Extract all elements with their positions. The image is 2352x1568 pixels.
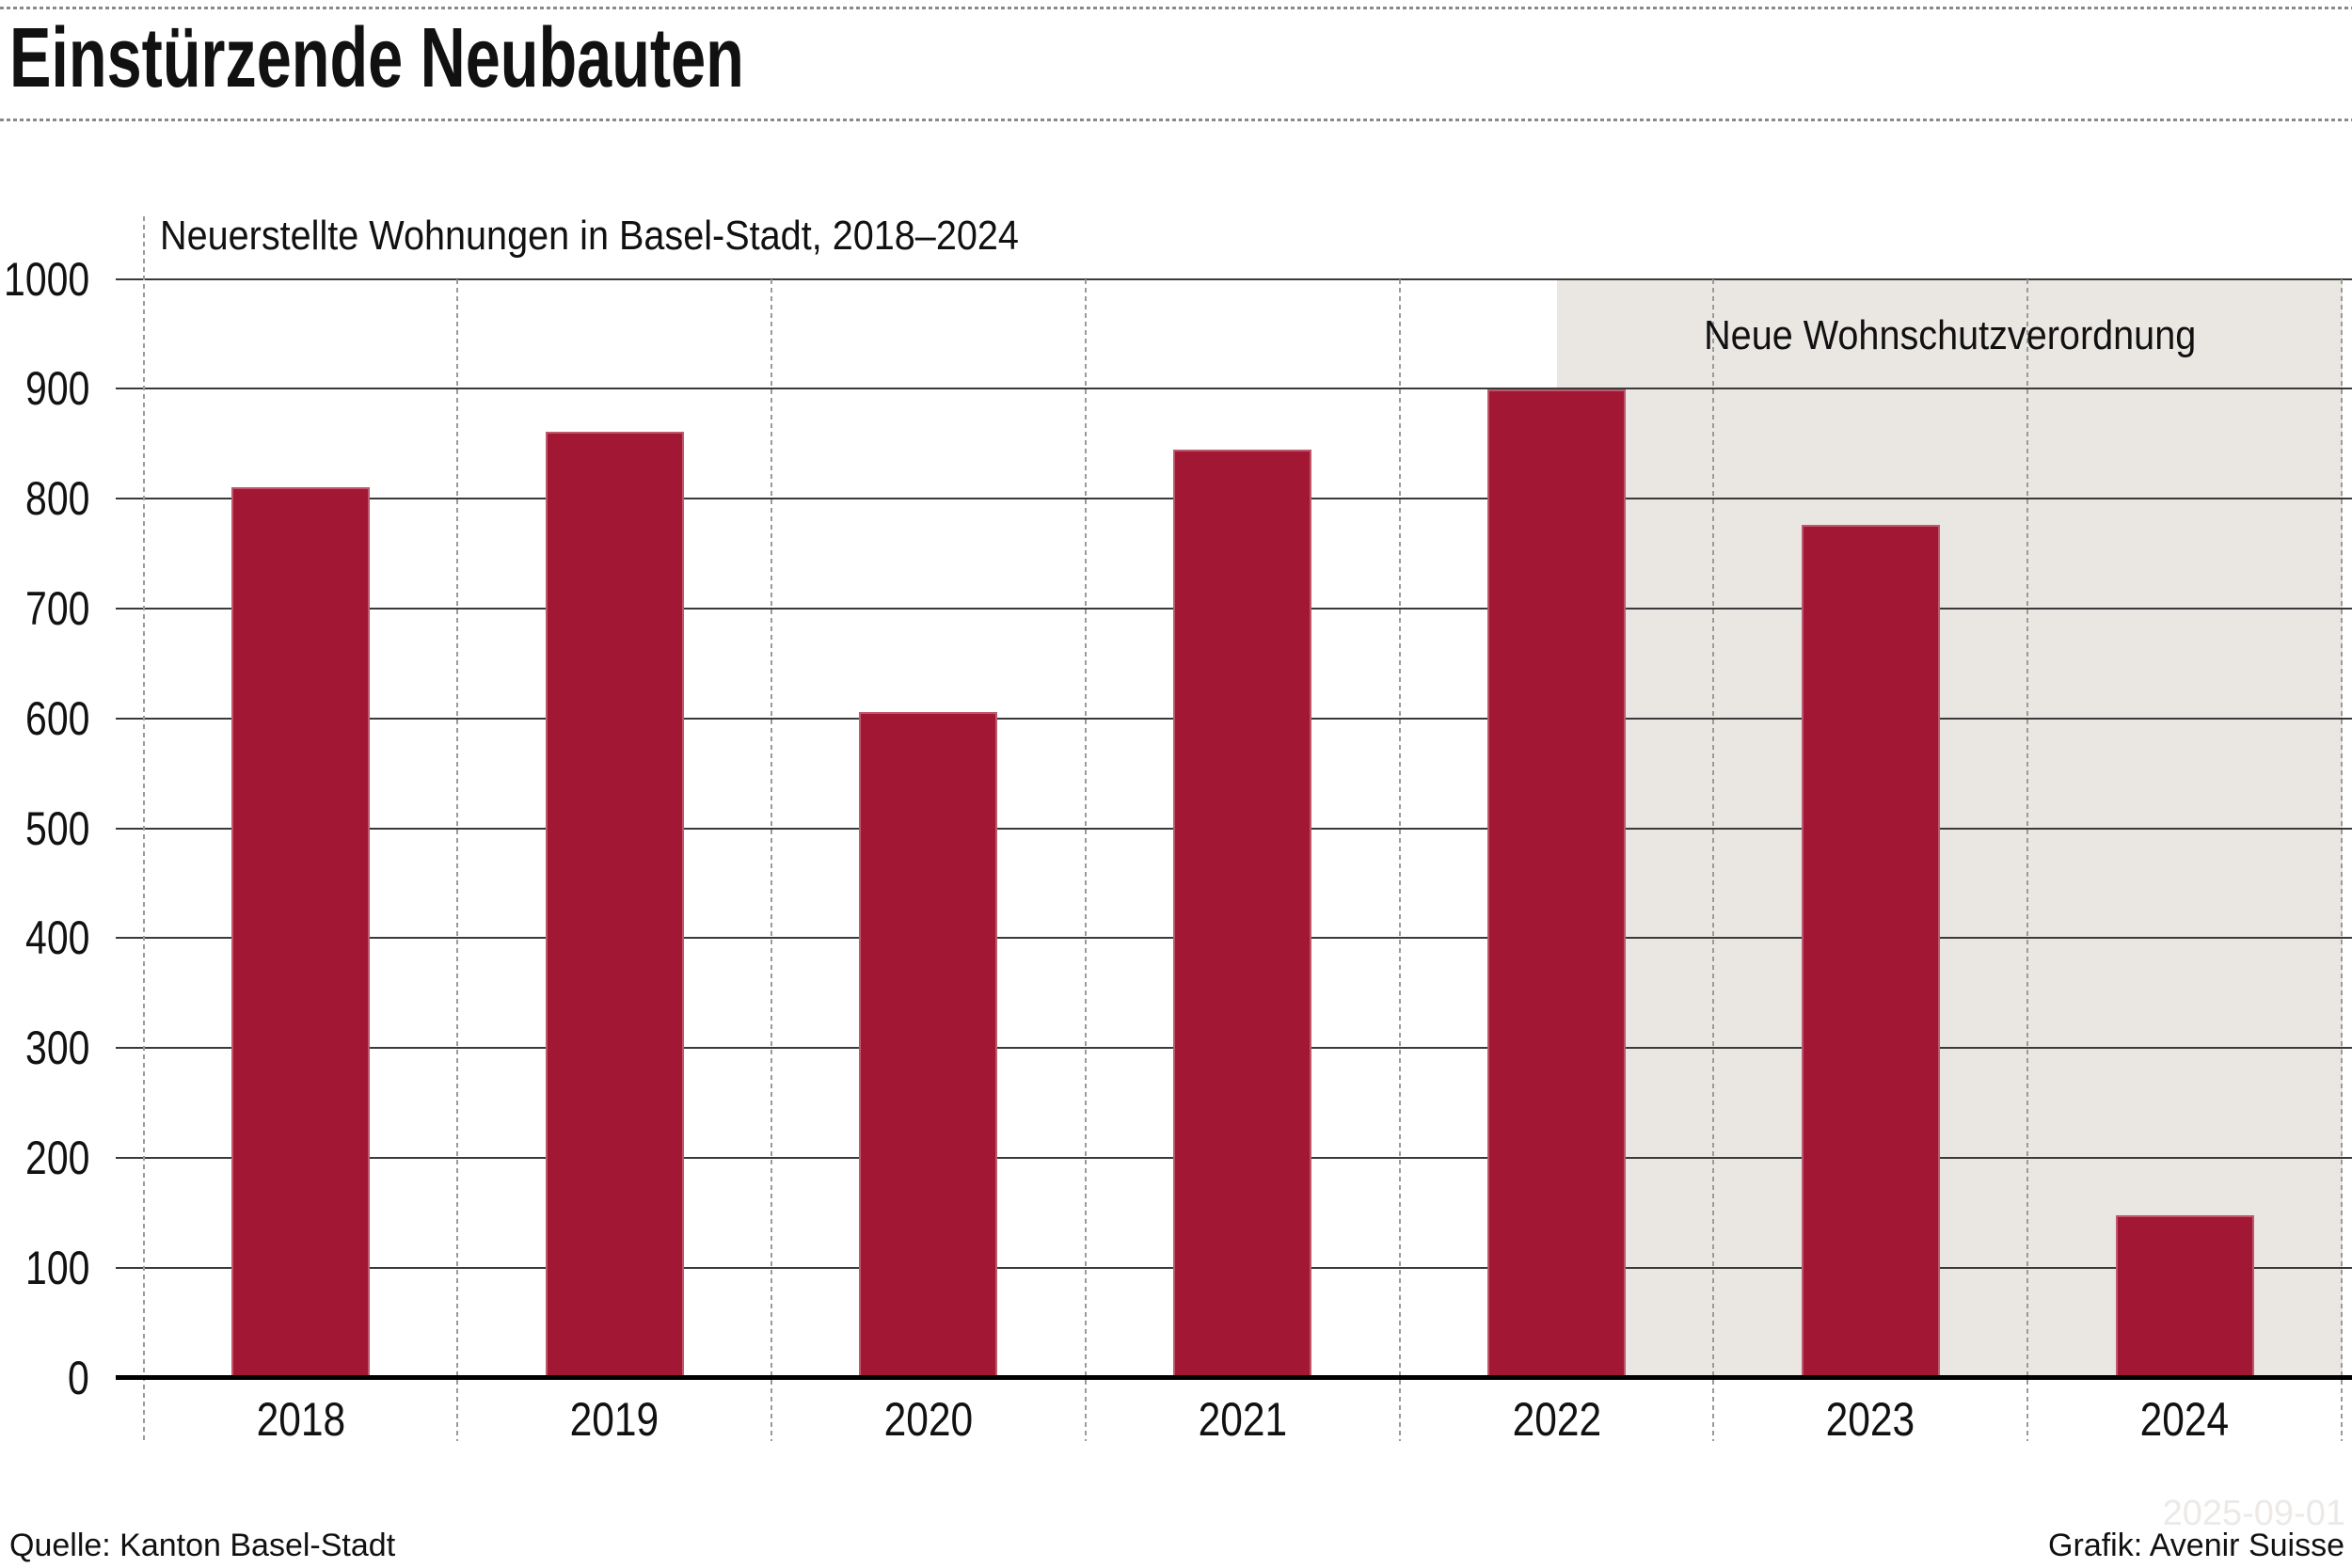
category-separator xyxy=(1084,278,1087,1441)
top-divider xyxy=(0,7,2352,9)
category-separator xyxy=(2026,278,2029,1441)
category-separator xyxy=(142,216,145,1441)
y-tick-label: 600 xyxy=(24,691,89,745)
date-watermark: 2025-09-01 xyxy=(2162,1494,2345,1533)
page-title: Einstürzende Neubauten xyxy=(9,10,1002,107)
chart-subtitle-text: Neuerstellte Wohnungen in Basel-Stadt, 2… xyxy=(160,213,1019,259)
shaded-region-label: Neue Wohnschutzverordnung xyxy=(1557,310,2343,361)
source-note: Quelle: Kanton Basel-Stadt xyxy=(9,1528,396,1563)
chart-subtitle: Neuerstellte Wohnungen in Basel-Stadt, 2… xyxy=(160,211,1114,261)
y-tick-label: 900 xyxy=(24,362,89,416)
bar-2023 xyxy=(1801,525,1940,1380)
category-separator xyxy=(771,278,773,1441)
y-tick-label: 800 xyxy=(24,472,89,526)
y-tick-label: 1000 xyxy=(3,252,89,306)
bar-2024 xyxy=(2115,1214,2254,1380)
x-tick-label: 2023 xyxy=(1826,1393,1915,1446)
page-title-text: Einstürzende Neubauten xyxy=(9,11,744,105)
shaded-region-label-text: Neue Wohnschutzverordnung xyxy=(1703,312,2196,358)
category-separator xyxy=(1398,278,1401,1441)
y-tick-label: 400 xyxy=(24,911,89,965)
x-tick-label: 2018 xyxy=(256,1393,345,1446)
credit-note: Grafik: Avenir Suisse xyxy=(2048,1528,2344,1563)
y-tick-label: 300 xyxy=(24,1022,89,1075)
bar-2018 xyxy=(230,487,370,1380)
y-tick-label: 200 xyxy=(24,1131,89,1184)
bar-2022 xyxy=(1487,389,1627,1380)
gridline xyxy=(116,388,2352,390)
y-tick-label: 100 xyxy=(24,1241,89,1294)
x-axis xyxy=(116,1375,2352,1380)
gridline xyxy=(116,277,2352,280)
bar-2021 xyxy=(1173,449,1312,1380)
x-tick-label: 2021 xyxy=(1198,1393,1288,1446)
bar-2020 xyxy=(859,711,998,1380)
category-separator xyxy=(456,278,459,1441)
x-tick-label: 2022 xyxy=(1512,1393,1601,1446)
y-tick-label: 0 xyxy=(68,1351,89,1404)
x-tick-label: 2024 xyxy=(2139,1393,2230,1446)
category-separator xyxy=(2341,278,2343,1441)
y-tick-label: 700 xyxy=(24,581,89,635)
bar-2019 xyxy=(545,431,684,1380)
title-divider xyxy=(0,119,2352,121)
x-tick-label: 2020 xyxy=(883,1393,974,1446)
y-tick-label: 500 xyxy=(24,801,89,855)
category-separator xyxy=(1712,278,1715,1441)
x-tick-label: 2019 xyxy=(569,1393,660,1446)
